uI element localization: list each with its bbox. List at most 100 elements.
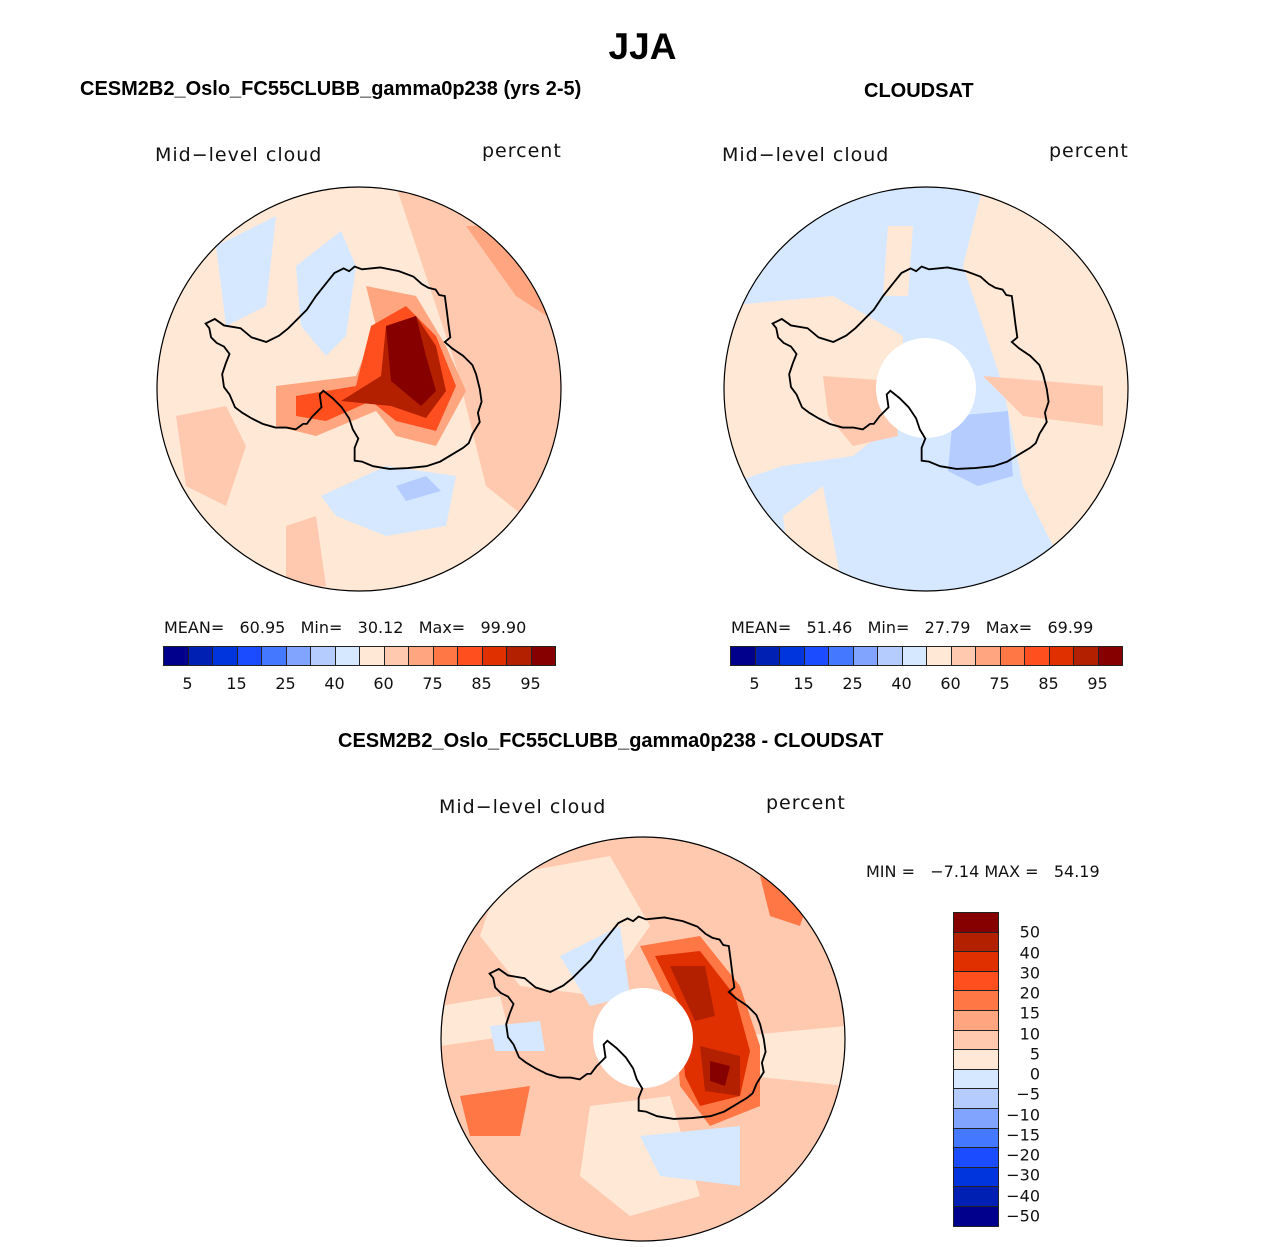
colorbar-swatch <box>954 1148 998 1168</box>
obs-stats: MEAN= 51.46 Min= 27.79 Max= 69.99 <box>731 618 1093 637</box>
contour-fill <box>740 1026 845 1086</box>
colorbar-tick-label: 75 <box>989 674 1010 693</box>
min-value: 27.79 <box>924 618 971 637</box>
colorbar-tick-label: −40 <box>1006 1186 1040 1205</box>
colorbar-tick-label: 40 <box>891 674 912 693</box>
colorbar-tick-label: 15 <box>793 674 814 693</box>
colorbar-swatch <box>954 1128 998 1149</box>
max-label: Max= <box>418 618 466 637</box>
model-colorbar-ticks: 5 15 25 40 60 75 85 95 <box>163 674 555 694</box>
colorbar-swatch <box>954 991 998 1011</box>
colorbar-swatch <box>188 647 213 665</box>
colorbar-swatch <box>954 1069 998 1090</box>
colorbar-swatch <box>954 971 998 992</box>
colorbar-swatch <box>954 1206 998 1226</box>
min-value: 30.12 <box>357 618 404 637</box>
obs-colorbar-ticks: 5 15 25 40 60 75 85 95 <box>730 674 1122 694</box>
contour-fill <box>176 406 246 506</box>
colorbar-swatch <box>954 1187 998 1207</box>
max-label: Max= <box>985 618 1033 637</box>
colorbar-swatch <box>954 1167 998 1188</box>
colorbar-swatch <box>1049 647 1074 665</box>
colorbar-swatch <box>954 1030 998 1051</box>
colorbar-swatch <box>731 647 756 665</box>
colorbar-swatch <box>213 647 238 665</box>
colorbar-tick-label: 40 <box>324 674 345 693</box>
contour-fill <box>490 1021 545 1051</box>
colorbar-swatch <box>954 913 998 933</box>
colorbar-swatch <box>951 647 976 665</box>
coastline-group <box>488 915 767 1120</box>
colorbar-swatch <box>531 647 555 665</box>
panel-obs-units-label: percent <box>1049 140 1129 162</box>
model-colorbar <box>163 646 556 666</box>
contour-fill <box>983 376 1103 426</box>
contour-fill <box>640 1126 740 1186</box>
colorbar-swatch <box>954 1050 998 1070</box>
diff-colorbar <box>953 912 999 1227</box>
colorbar-tick-label: 85 <box>1038 674 1059 693</box>
colorbar-swatch <box>1000 647 1025 665</box>
colorbar-tick-label: 60 <box>373 674 394 693</box>
colorbar-tick-label: 10 <box>1019 1024 1040 1043</box>
max-value: 99.90 <box>480 618 527 637</box>
colorbar-tick-label: 30 <box>1019 963 1040 983</box>
colorbar-tick-label: 50 <box>1019 922 1040 942</box>
contour-fill <box>710 1061 730 1086</box>
colorbar-swatch <box>954 932 998 953</box>
colorbar-swatch <box>755 647 780 665</box>
colorbar-tick-label: −20 <box>1006 1145 1040 1165</box>
season-title: JJA <box>608 26 677 67</box>
mean-label: MEAN= <box>164 618 225 637</box>
map-border <box>440 836 846 1242</box>
colorbar-tick-label: 95 <box>1087 674 1108 693</box>
min-label: Min= <box>867 618 910 637</box>
colorbar-tick-label: −15 <box>1006 1125 1040 1145</box>
colorbar-swatch <box>780 647 805 665</box>
contour-fill <box>216 216 276 326</box>
diff-polar-map <box>440 836 846 1242</box>
contour-fill <box>286 516 326 591</box>
colorbar-tick-label: 25 <box>842 674 863 693</box>
colorbar-tick-label: 40 <box>1019 943 1040 962</box>
obs-colorbar <box>730 646 1123 666</box>
contour-fill-group <box>724 187 1128 591</box>
colorbar-tick-label: 5 <box>1029 1044 1040 1064</box>
contour-fill <box>296 231 356 356</box>
min-value: −7.14 <box>930 862 980 881</box>
colorbar-tick-label: 75 <box>422 674 443 693</box>
diff-stats: MIN = −7.14 MAX = 54.19 <box>866 862 1100 881</box>
panel-obs-title: CLOUDSAT <box>864 80 974 102</box>
mean-value: 51.46 <box>806 618 853 637</box>
colorbar-swatch <box>927 647 952 665</box>
contour-fill-group <box>441 837 845 1241</box>
colorbar-tick-label: 95 <box>520 674 541 693</box>
colorbar-tick-label: 5 <box>749 674 760 693</box>
missing-data-cap <box>593 988 693 1088</box>
colorbar-swatch <box>954 1089 998 1109</box>
colorbar-swatch <box>384 647 409 665</box>
colorbar-swatch <box>804 647 829 665</box>
max-value: 69.99 <box>1047 618 1094 637</box>
coastline <box>488 915 767 1120</box>
colorbar-tick-label: 25 <box>275 674 296 693</box>
colorbar-swatch <box>433 647 458 665</box>
colorbar-tick-label: 20 <box>1019 983 1040 1003</box>
colorbar-tick-label: 85 <box>471 674 492 693</box>
contour-fill <box>670 966 715 1021</box>
colorbar-swatch <box>902 647 927 665</box>
min-label: MIN = <box>866 862 915 881</box>
colorbar-swatch <box>164 647 189 665</box>
colorbar-tick-label: 15 <box>226 674 247 693</box>
colorbar-swatch <box>237 647 262 665</box>
min-label: Min= <box>300 618 343 637</box>
colorbar-swatch <box>311 647 336 665</box>
panel-diff-title: CESM2B2_Oslo_FC55CLUBB_gamma0p238 - CLOU… <box>338 730 884 752</box>
colorbar-tick-label: −30 <box>1006 1165 1040 1185</box>
panel-model-variable-label: Mid−level cloud <box>155 144 323 166</box>
mean-label: MEAN= <box>731 618 792 637</box>
colorbar-tick-label: 60 <box>940 674 961 693</box>
colorbar-tick-label: 0 <box>1029 1064 1040 1084</box>
missing-data-cap <box>876 338 976 438</box>
coastline <box>771 265 1050 470</box>
